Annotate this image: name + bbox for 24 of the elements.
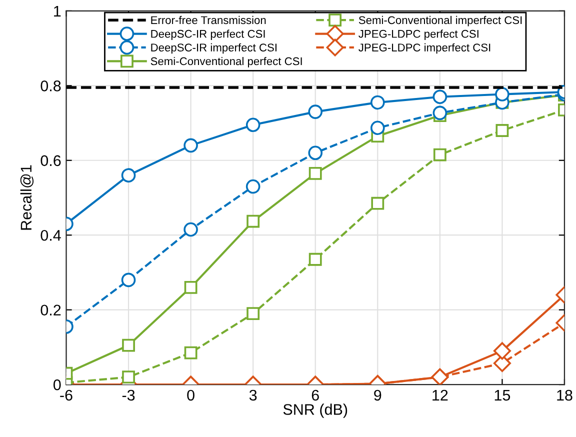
x-tick-label: -6 [60,390,72,401]
y-axis-title: Recall@1 [20,165,34,230]
legend-label: Semi-Conventional perfect CSI [150,57,302,68]
legend-label: DeepSC-IR imperfect CSI [151,43,276,54]
x-tick-label: 12 [432,390,448,400]
x-tick-label: -3 [122,390,135,401]
x-axis-title: SNR (dB) [283,404,348,418]
legend-label: DeepSC-IR perfect CSI [151,30,265,40]
x-tick-label: 0 [187,390,194,401]
y-tick-label: 1 [54,6,61,16]
x-tick-label: 18 [557,390,572,401]
legend-label: Semi-Conventional imperfect CSI [358,16,522,26]
y-tick-label: 0.6 [40,155,61,166]
x-tick-label: 15 [494,390,510,401]
y-tick-label: 0.4 [40,230,61,241]
x-tick-label: 3 [249,390,257,401]
y-tick-label: 0 [53,379,61,390]
legend-label: JPEG-LDPC imperfect CSI [358,43,490,54]
x-tick-label: 9 [374,390,382,401]
x-tick-label: 6 [312,390,319,401]
y-tick-label: 0.2 [40,304,61,316]
y-tick-label: 0.8 [40,80,61,92]
legend-label: Error-free Transmission [151,16,266,24]
legend-label: JPEG-LDPC perfect CSI [358,30,478,40]
